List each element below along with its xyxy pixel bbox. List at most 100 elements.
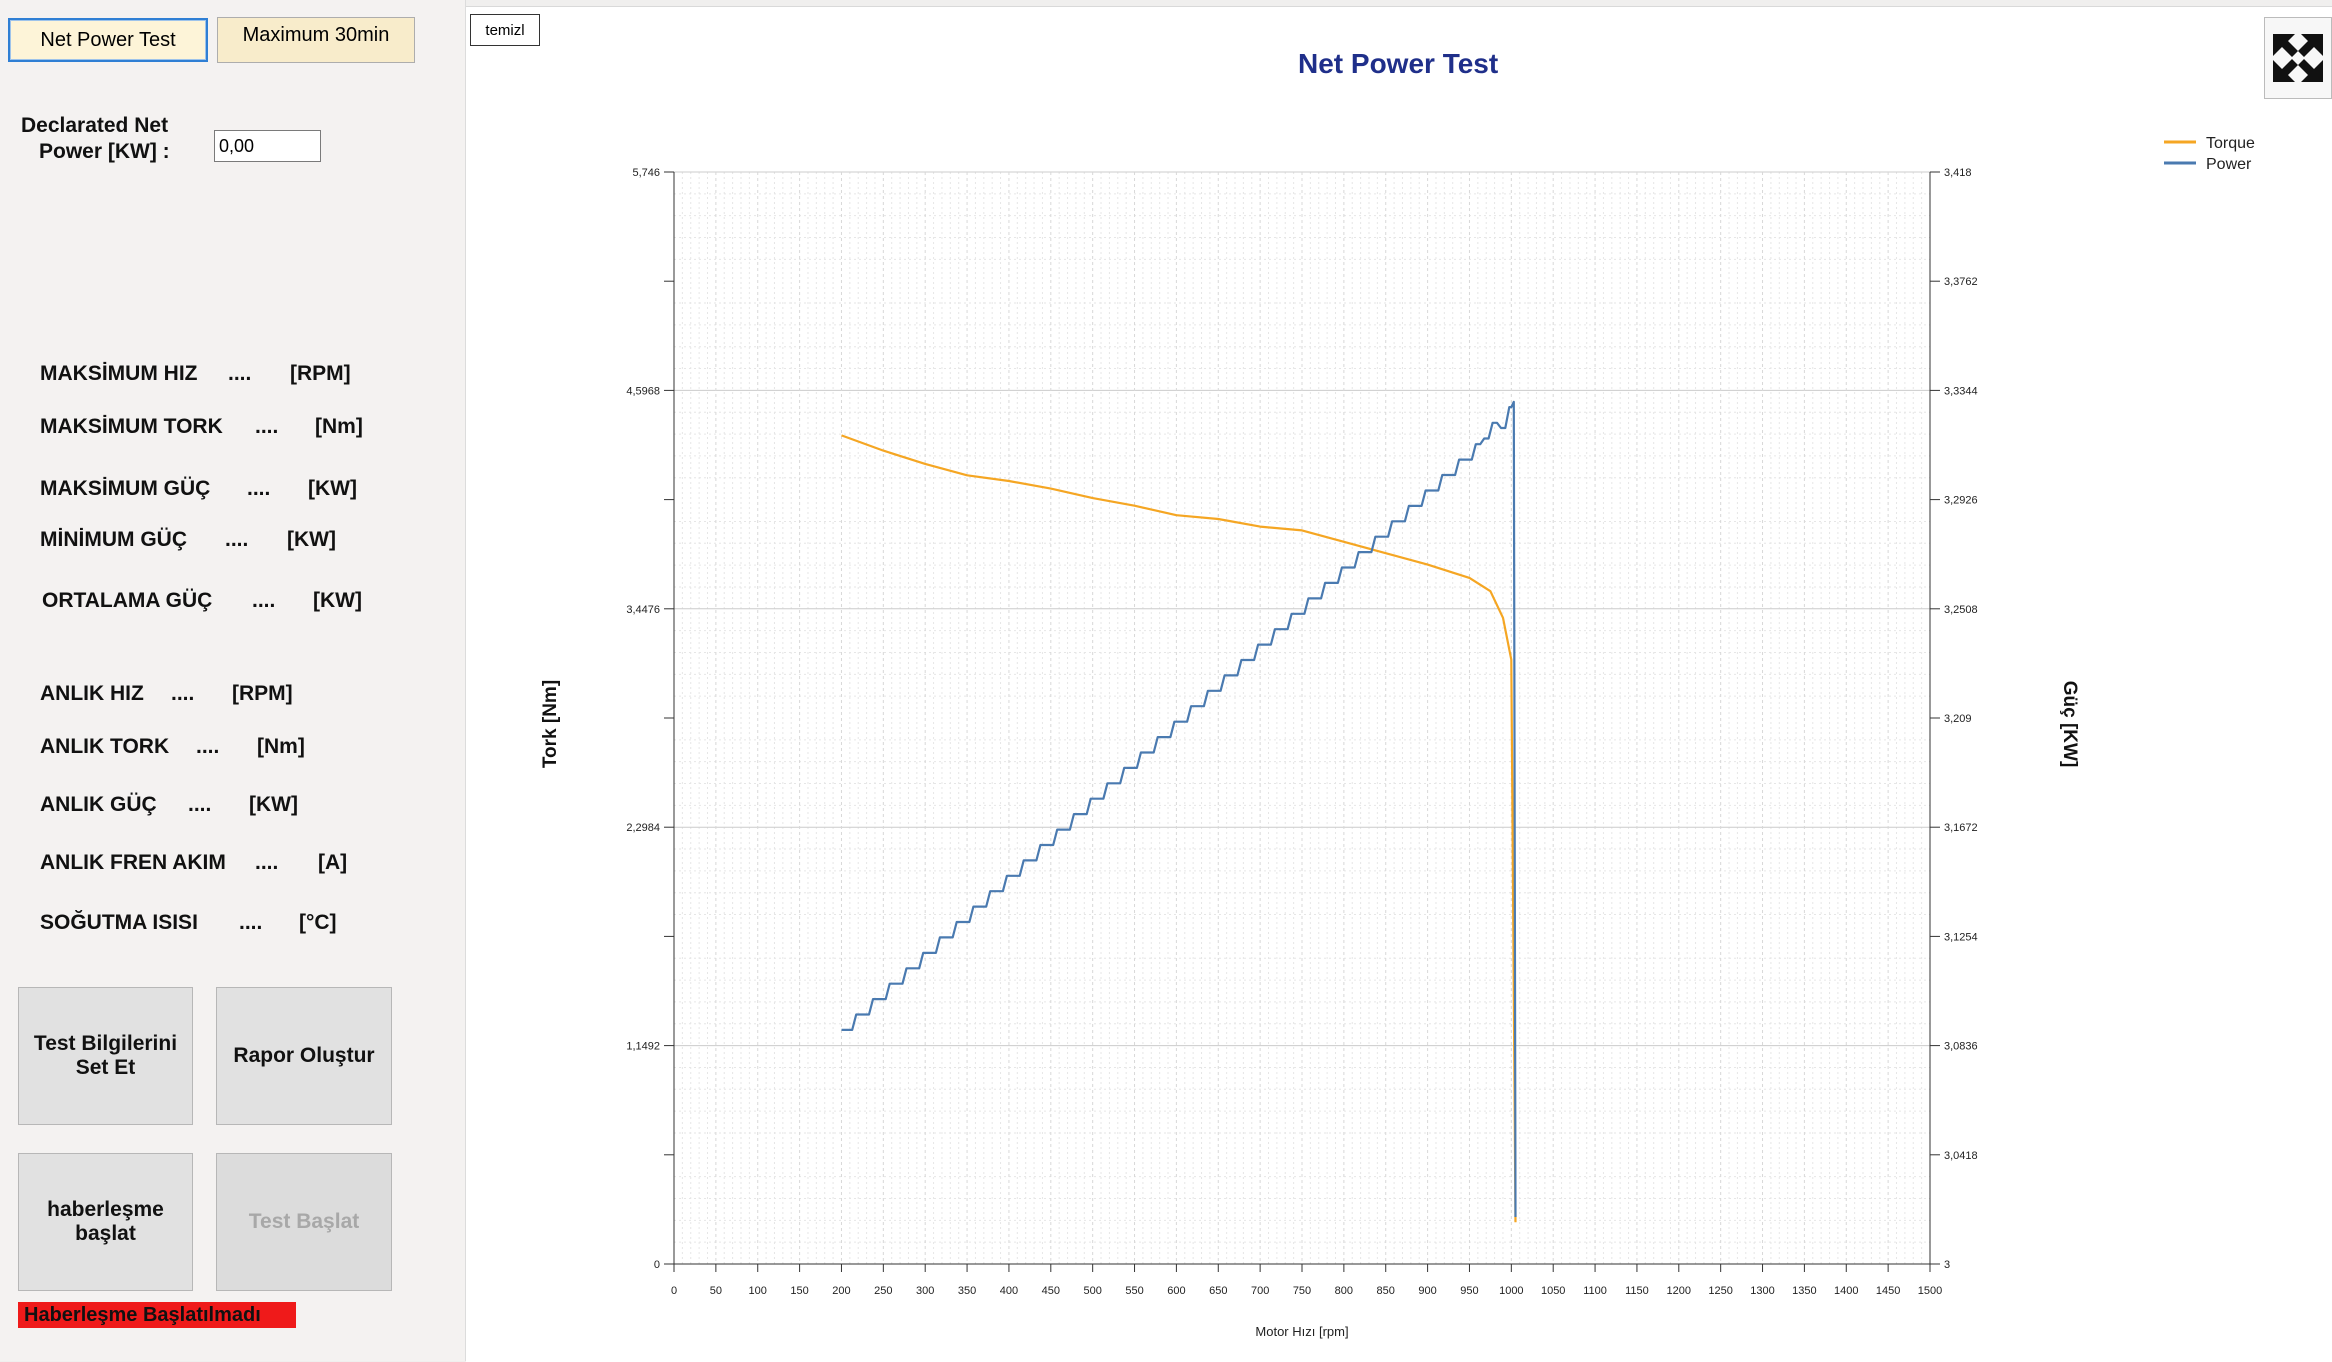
stat-unit: [°C] (299, 911, 337, 934)
stat-label: SOĞUTMA ISISI (40, 911, 198, 934)
y2-tick-label: 3,418 (1944, 167, 1972, 179)
x-axis-title: Motor Hızı [rpm] (1255, 1324, 1348, 1339)
y2-tick-label: 3,0418 (1944, 1150, 1978, 1162)
stat-unit: [RPM] (232, 682, 293, 705)
y2-tick-label: 3,209 (1944, 713, 1972, 725)
declared-power-input[interactable] (214, 130, 321, 162)
stat-label: ORTALAMA GÜÇ (42, 589, 213, 612)
chart-panel (466, 6, 2332, 1362)
stat-unit: [KW] (308, 477, 357, 500)
chart-title: Net Power Test (1298, 48, 1499, 79)
x-tick-label: 150 (790, 1285, 808, 1297)
x-tick-label: 700 (1251, 1285, 1269, 1297)
x-tick-label: 1400 (1834, 1285, 1858, 1297)
x-tick-label: 1500 (1918, 1285, 1942, 1297)
stat-unit: [KW] (287, 528, 336, 551)
x-tick-label: 1100 (1583, 1285, 1607, 1297)
x-tick-label: 600 (1167, 1285, 1185, 1297)
tab-maximum-30min[interactable]: Maximum 30min (217, 17, 415, 63)
y2-tick-label: 3,0836 (1944, 1041, 1978, 1053)
y-tick-label: 5,746 (632, 167, 660, 179)
y2-tick-label: 3,1254 (1944, 931, 1978, 943)
stat-unit: [KW] (249, 793, 298, 816)
start-test-button[interactable]: Test Başlat (216, 1153, 392, 1291)
button-label-line1: haberleşme (47, 1198, 164, 1221)
y-tick-label: 2,2984 (626, 822, 660, 834)
stat-value-placeholder: .... (239, 911, 263, 934)
y2-tick-label: 3,3344 (1944, 385, 1978, 397)
series-line-torque (841, 434, 1517, 1223)
stat-unit: [RPM] (290, 362, 351, 385)
y2-tick-label: 3,2508 (1944, 604, 1978, 616)
x-tick-label: 1150 (1625, 1285, 1649, 1297)
x-tick-label: 100 (749, 1285, 767, 1297)
control-panel: Net Power Test Maximum 30min Declarated … (0, 0, 466, 1361)
stat-label: MAKSİMUM HIZ (40, 362, 198, 385)
declared-power-label-line2: Power [KW] : (39, 140, 170, 163)
stat-unit: [KW] (313, 589, 362, 612)
fullscreen-button[interactable] (2264, 17, 2332, 99)
declared-power-label-line1: Declarated Net (21, 114, 169, 137)
x-tick-label: 1300 (1750, 1285, 1774, 1297)
x-tick-label: 400 (1000, 1285, 1018, 1297)
x-tick-label: 900 (1418, 1285, 1436, 1297)
x-tick-label: 500 (1083, 1285, 1101, 1297)
x-tick-label: 450 (1042, 1285, 1060, 1297)
x-tick-label: 800 (1335, 1285, 1353, 1297)
y2-axis-title: Güç [KW] (2059, 681, 2080, 768)
stat-label: MİNİMUM GÜÇ (40, 528, 187, 551)
start-communication-button[interactable]: haberleşme başlat (18, 1153, 193, 1291)
x-tick-label: 1000 (1499, 1285, 1523, 1297)
x-tick-label: 750 (1293, 1285, 1311, 1297)
y-tick-label: 3,4476 (626, 604, 660, 616)
stat-value-placeholder: .... (188, 793, 212, 816)
stat-value-placeholder: .... (247, 477, 271, 500)
stat-label: MAKSİMUM TORK (40, 415, 223, 438)
connection-status-message: Haberleşme Başlatılmadı (18, 1302, 296, 1328)
button-label-line2: Set Et (75, 1056, 136, 1079)
y-tick-label: 1,1492 (626, 1041, 660, 1053)
x-tick-label: 50 (710, 1285, 722, 1297)
stat-unit: [A] (318, 851, 348, 874)
legend-label-torque: Torque (2206, 135, 2255, 152)
set-test-info-button[interactable]: Test Bilgilerini Set Et (18, 987, 193, 1125)
stat-value-placeholder: .... (252, 589, 276, 612)
stat-value-placeholder: .... (255, 851, 279, 874)
stat-value-placeholder: .... (171, 682, 195, 705)
stat-unit: [Nm] (257, 735, 305, 758)
stat-label: ANLIK HIZ (40, 682, 144, 705)
x-tick-label: 550 (1125, 1285, 1143, 1297)
create-report-button[interactable]: Rapor Oluştur (216, 987, 392, 1125)
stat-label: MAKSİMUM GÜÇ (40, 477, 211, 500)
stat-label: ANLIK TORK (40, 735, 170, 758)
x-tick-label: 850 (1377, 1285, 1395, 1297)
x-tick-label: 0 (671, 1285, 677, 1297)
x-tick-label: 250 (874, 1285, 892, 1297)
x-tick-label: 1250 (1708, 1285, 1732, 1297)
y2-tick-label: 3,2926 (1944, 495, 1978, 507)
x-tick-label: 200 (832, 1285, 850, 1297)
x-tick-label: 950 (1460, 1285, 1478, 1297)
stat-label: ANLIK GÜÇ (40, 793, 157, 816)
stat-label: ANLIK FREN AKIM (40, 851, 226, 874)
y-tick-label: 0 (654, 1259, 660, 1271)
y-tick-label: 4,5968 (626, 385, 660, 397)
series-line-power (841, 400, 1517, 1218)
stat-value-placeholder: .... (255, 415, 279, 438)
stat-value-placeholder: .... (228, 362, 252, 385)
y2-tick-label: 3 (1944, 1259, 1950, 1271)
x-tick-label: 300 (916, 1285, 934, 1297)
clear-button[interactable]: temizl (470, 14, 540, 46)
x-tick-label: 1450 (1876, 1285, 1900, 1297)
x-tick-label: 650 (1209, 1285, 1227, 1297)
button-label-line2: başlat (75, 1222, 136, 1245)
y2-tick-label: 3,3762 (1944, 276, 1978, 288)
stat-value-placeholder: .... (196, 735, 220, 758)
tab-net-power-test[interactable]: Net Power Test (8, 18, 208, 62)
x-tick-label: 1350 (1792, 1285, 1816, 1297)
x-tick-label: 350 (958, 1285, 976, 1297)
y2-tick-label: 3,1672 (1944, 822, 1978, 834)
expand-arrows-icon (2273, 34, 2323, 82)
stat-value-placeholder: .... (225, 528, 249, 551)
